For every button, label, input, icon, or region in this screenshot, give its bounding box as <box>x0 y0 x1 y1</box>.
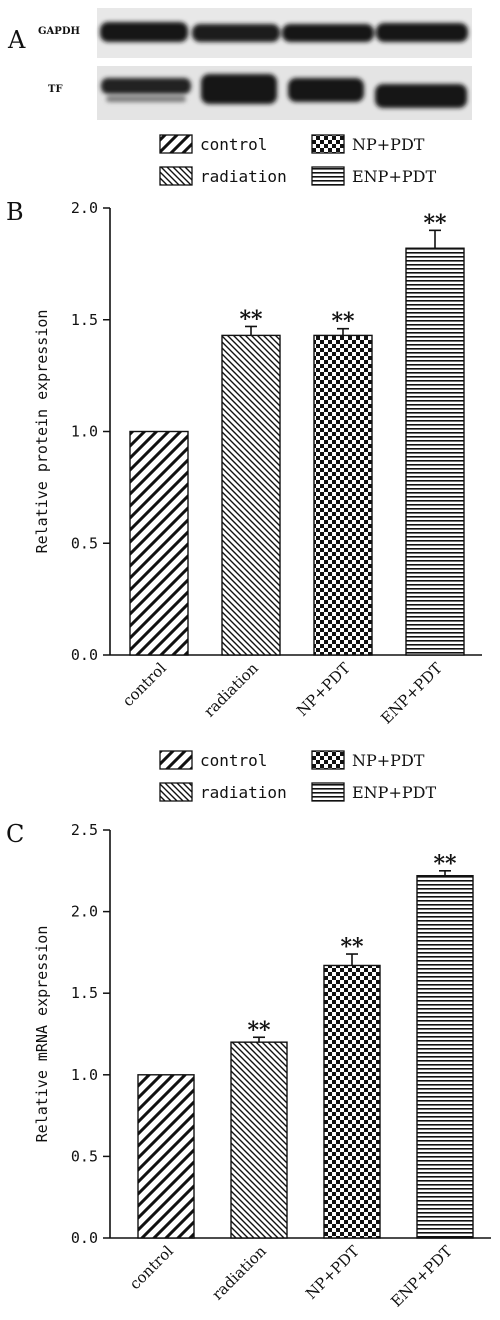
x-tick-label: control <box>126 1242 177 1293</box>
y-tick-label: 0.0 <box>71 1229 98 1247</box>
bar-radiation <box>230 1041 288 1239</box>
legend-label: NP+PDT <box>352 751 425 770</box>
y-axis-label: Relative protein expression <box>33 310 51 554</box>
bar-control <box>137 1074 195 1239</box>
panel-a: A GAPDH TF <box>7 8 472 120</box>
y-tick-label: 0.5 <box>71 1147 98 1165</box>
y-tick-label: 1.5 <box>71 984 98 1002</box>
legend-swatch <box>311 166 345 186</box>
blot-strip-gapdh <box>97 8 472 58</box>
x-tick-label: NP+PDT <box>293 659 354 720</box>
blot-label-gapdh: GAPDH <box>38 26 80 37</box>
bar-radiation <box>221 334 281 656</box>
legend-label: ENP+PDT <box>352 167 436 186</box>
bar-control <box>129 430 189 656</box>
chart-c: 0.0 0.5 1.0 1.5 2.0 2.5 Relative mRNA expressi… <box>33 821 491 1311</box>
panel-c: C control radiation NP+PDT ENP+PDT 0.0 0.5 1.… <box>6 750 491 1311</box>
significance-marker: ** <box>247 1017 271 1043</box>
x-tick-label: radiation <box>200 659 262 721</box>
legend-label: ENP+PDT <box>352 783 436 802</box>
y-tick-label: 1.0 <box>71 1066 98 1084</box>
significance-marker: ** <box>340 934 364 960</box>
y-tick-label: 0.5 <box>71 534 98 552</box>
blot-label-tf: TF <box>48 84 63 95</box>
legend-b: control radiation NP+PDT ENP+PDT <box>159 134 436 186</box>
legend-label: control <box>200 751 267 770</box>
legend-swatch <box>311 750 345 770</box>
significance-marker: ** <box>239 306 263 332</box>
x-tick-label: radiation <box>208 1242 270 1304</box>
panel-label-a: A <box>7 26 26 54</box>
y-tick-label: 2.0 <box>71 199 98 217</box>
panel-b: B control radiation NP+PDT ENP+PDT 0.0 0.5 1.… <box>6 134 482 728</box>
blot-strip-tf <box>97 66 472 120</box>
bar-enp-pdt <box>405 247 465 656</box>
panel-label-b: B <box>6 198 24 226</box>
chart-b: 0.0 0.5 1.0 1.5 2.0 Relative protein expressi… <box>33 199 482 728</box>
legend-swatch <box>159 782 193 802</box>
legend-swatch <box>159 134 193 154</box>
legend-swatch <box>159 750 193 770</box>
bar-np-pdt <box>313 334 373 656</box>
x-tick-label: control <box>119 659 170 710</box>
significance-marker: ** <box>331 309 355 335</box>
y-axis-label: Relative mRNA expression <box>33 926 51 1143</box>
bar-enp-pdt <box>416 874 474 1239</box>
legend-c: control radiation NP+PDT ENP+PDT <box>159 750 436 802</box>
legend-label: radiation <box>200 167 287 186</box>
y-tick-label: 2.0 <box>71 903 98 921</box>
x-tick-label: NP+PDT <box>302 1242 363 1303</box>
y-tick-label: 1.5 <box>71 311 98 329</box>
legend-label: radiation <box>200 783 287 802</box>
legend-swatch <box>311 134 345 154</box>
panel-label-c: C <box>6 820 24 848</box>
legend-label: control <box>200 135 267 154</box>
significance-marker: ** <box>433 851 457 877</box>
y-tick-label: 0.0 <box>71 646 98 664</box>
legend-swatch <box>311 782 345 802</box>
legend-swatch <box>159 166 193 186</box>
x-tick-label: ENP+PDT <box>377 659 446 728</box>
significance-marker: ** <box>423 210 447 236</box>
legend-label: NP+PDT <box>352 135 425 154</box>
x-tick-label: ENP+PDT <box>387 1242 456 1311</box>
bar-np-pdt <box>323 964 381 1239</box>
y-tick-label: 1.0 <box>71 423 98 441</box>
y-tick-label: 2.5 <box>71 821 98 839</box>
